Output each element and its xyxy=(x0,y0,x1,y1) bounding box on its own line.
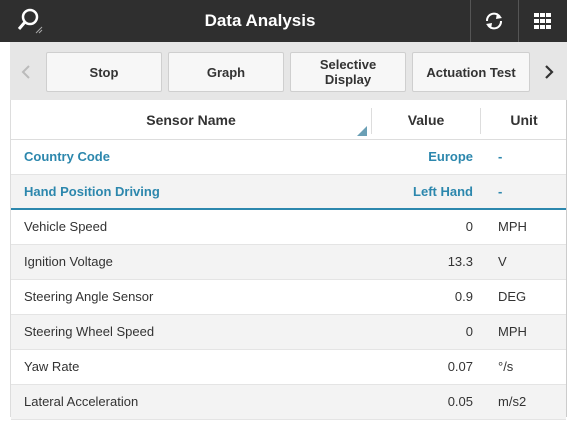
refresh-button[interactable] xyxy=(470,0,518,42)
toolbar: Stop Graph Selective Display Actuation T… xyxy=(10,42,567,100)
top-bar: Data Analysis xyxy=(0,0,567,42)
table-row: Vehicle Speed 0 MPH xyxy=(11,210,566,245)
table-row: Steering Wheel Speed 0 MPH xyxy=(11,315,566,350)
sensor-unit: MPH xyxy=(498,324,527,339)
sensor-table: Sensor Name Value Unit Country Code Europ… xyxy=(10,100,567,420)
sensor-value: 0.07 xyxy=(447,359,473,374)
sensor-name: Vehicle Speed xyxy=(24,219,108,234)
sensor-value: 0.9 xyxy=(454,289,473,304)
sensor-value: 0.05 xyxy=(447,394,473,409)
graph-button[interactable]: Graph xyxy=(168,52,284,92)
table-row: Ignition Voltage 13.3 V xyxy=(11,245,566,280)
column-header[interactable]: Sensor Name xyxy=(146,112,236,128)
search-button[interactable] xyxy=(10,0,50,42)
resize-handle xyxy=(357,126,367,136)
sensor-name: Country Code xyxy=(24,149,110,164)
table-row: Lateral Acceleration 0.05 m/s2 xyxy=(11,385,566,420)
sensor-value: Left Hand xyxy=(413,184,473,199)
sensor-unit: m/s2 xyxy=(498,394,527,409)
sensor-name: Yaw Rate xyxy=(24,359,80,374)
sensor-unit: - xyxy=(498,149,503,164)
page-title: Data Analysis xyxy=(204,11,316,30)
menu-grid-button[interactable] xyxy=(518,0,567,42)
sensor-unit: °/s xyxy=(498,359,514,374)
table-row: Country Code Europe - xyxy=(11,140,566,175)
sensor-unit: - xyxy=(498,184,503,199)
sensor-unit: MPH xyxy=(498,219,527,234)
scroll-right[interactable] xyxy=(535,52,565,92)
table-row: Yaw Rate 0.07 °/s xyxy=(11,350,566,385)
sensor-value: 0 xyxy=(465,324,473,339)
selective-display-button[interactable]: Selective Display xyxy=(290,52,406,92)
sensor-name: Hand Position Driving xyxy=(24,184,160,199)
sensor-name: Steering Wheel Speed xyxy=(24,324,155,339)
column-header[interactable]: Value xyxy=(407,112,445,128)
actuation-test-button[interactable]: Actuation Test xyxy=(412,52,530,92)
scroll-left[interactable] xyxy=(10,52,40,92)
sensor-value: 0 xyxy=(465,219,473,234)
column-header[interactable]: Unit xyxy=(510,112,538,128)
sensor-unit: DEG xyxy=(498,289,527,304)
table-header: Sensor Name Value Unit xyxy=(11,100,566,140)
stop-button[interactable]: Stop xyxy=(46,52,162,92)
sensor-name: Lateral Acceleration xyxy=(24,394,139,409)
sensor-name: Ignition Voltage xyxy=(24,254,113,269)
sensor-value: 13.3 xyxy=(447,254,473,269)
table-row: Steering Angle Sensor 0.9 DEG xyxy=(11,280,566,315)
sensor-value: Europe xyxy=(428,149,473,164)
sensor-name: Steering Angle Sensor xyxy=(24,289,154,304)
table-row: Hand Position Driving Left Hand - xyxy=(11,175,566,210)
sensor-unit: V xyxy=(498,254,507,269)
